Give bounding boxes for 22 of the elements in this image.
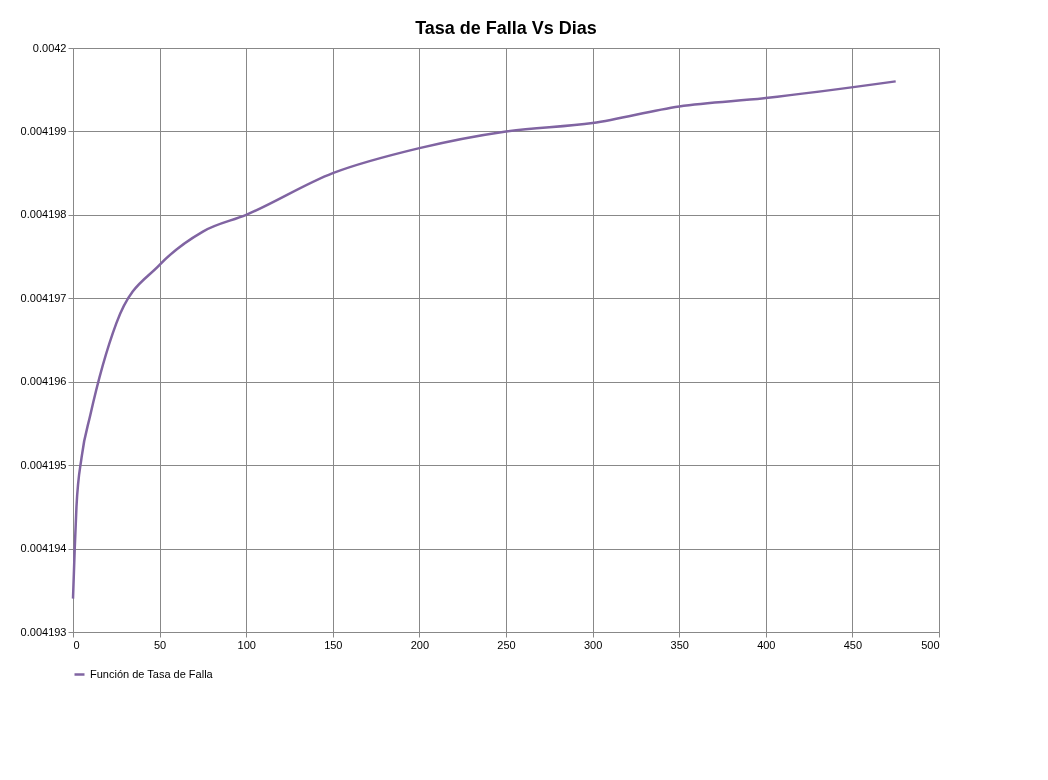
y-tick-label: 0.004199: [20, 124, 67, 137]
y-tick-label: 0.004195: [20, 458, 67, 471]
y-tick-label: 0.004193: [20, 625, 67, 638]
x-tick-label: 300: [583, 638, 603, 651]
y-tick-label: 0.004194: [20, 542, 67, 555]
x-tick-label: 500: [921, 638, 940, 651]
chart-title: Tasa de Falla Vs Dias: [415, 18, 597, 38]
x-tick-label: 200: [410, 638, 430, 651]
x-tick-label: 50: [153, 638, 167, 651]
x-tick-label: 350: [670, 638, 689, 651]
x-tick-label: 0: [73, 638, 80, 651]
y-tick-label: 0.0042: [32, 41, 67, 54]
x-tick-label: 400: [757, 638, 776, 651]
x-tick-label: 250: [497, 638, 516, 651]
x-tick-label: 150: [324, 638, 343, 651]
line-series: [71, 80, 897, 600]
legend-label: Función de Tasa de Falla: [90, 667, 214, 680]
y-tick-label: 0.004197: [20, 291, 67, 304]
y-tick-label: 0.004196: [20, 375, 67, 388]
y-tick-label: 0.004198: [20, 208, 67, 221]
x-tick-label: 450: [843, 638, 863, 651]
x-tick-label: 100: [237, 638, 256, 651]
